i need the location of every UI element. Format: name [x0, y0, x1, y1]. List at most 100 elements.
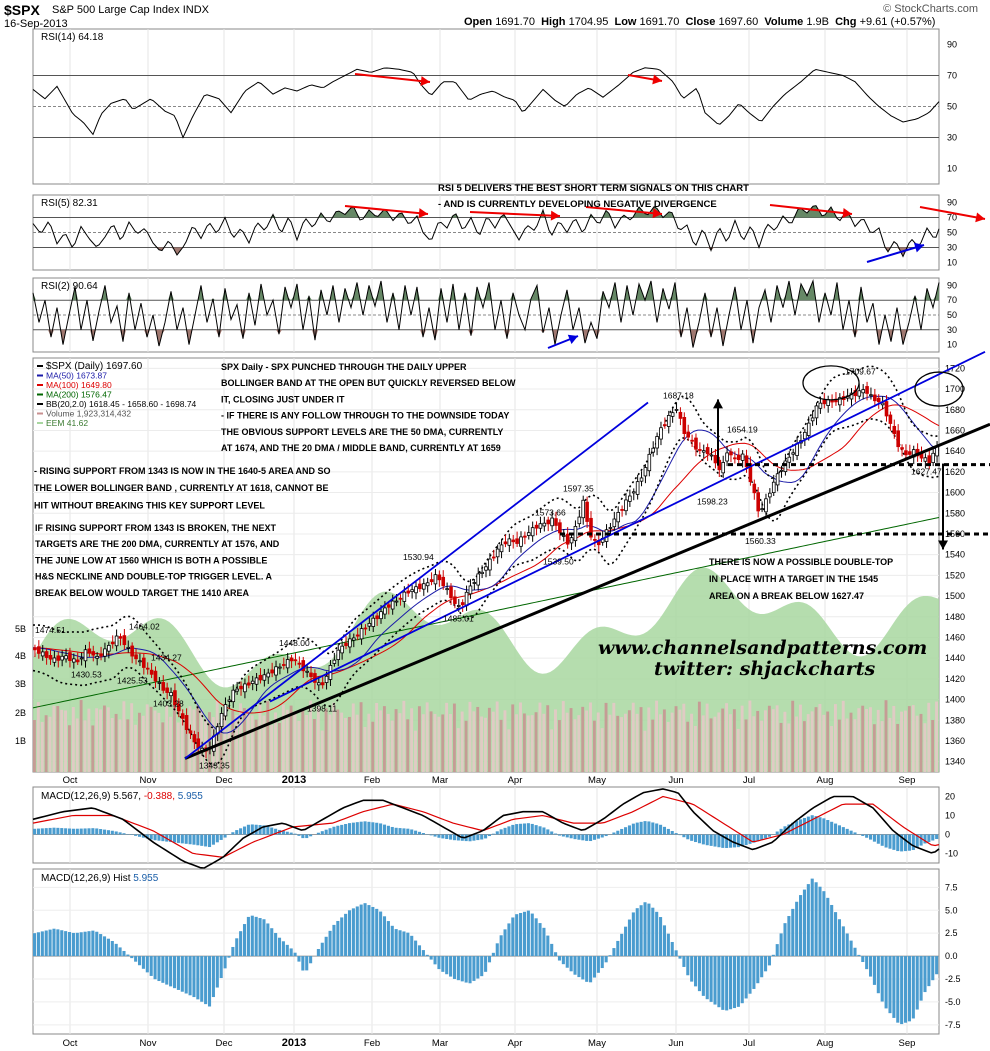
volume-bar	[495, 701, 499, 772]
candle-body	[764, 498, 768, 513]
hist-bar	[694, 956, 698, 987]
volume-bar	[787, 723, 791, 772]
macd-hist-bar	[246, 824, 250, 835]
candle-body	[359, 628, 364, 640]
macd-hist-bar	[635, 822, 639, 835]
candle-body	[177, 703, 181, 712]
rsi5-overbought-fill	[33, 205, 939, 218]
hist-bar	[161, 956, 165, 983]
macd-hist-bar	[91, 828, 95, 835]
macd-hist-bar	[87, 828, 91, 835]
volume-bar	[71, 707, 75, 772]
volume-bar	[686, 721, 690, 772]
low-value: 1691.70	[639, 16, 680, 28]
hist-bar	[223, 956, 227, 969]
annotation-text: H&S NECKLINE AND DOUBLE-TOP TRIGGER LEVE…	[35, 572, 273, 582]
hist-bar	[188, 956, 192, 996]
double-top-ellipse	[802, 365, 860, 401]
volume-bar	[157, 712, 161, 772]
macd-hist-bar	[429, 834, 433, 836]
candle-body	[285, 659, 290, 669]
open-label: Open	[464, 16, 493, 28]
hist-bar	[390, 925, 394, 957]
candle-body	[849, 392, 854, 400]
rsi5-divergence-arrow	[344, 205, 429, 215]
macd-hist-bar	[526, 823, 530, 835]
volume-bar	[227, 727, 231, 772]
volume-bar	[631, 702, 635, 772]
macd-hist-bar	[196, 834, 200, 846]
macd-hist-bar	[697, 834, 702, 844]
macd-hist-bar	[499, 829, 503, 835]
macd-hist-bar	[414, 830, 418, 835]
candle-body	[363, 627, 368, 630]
hist-bar	[522, 911, 527, 957]
volume-bar	[262, 715, 266, 772]
candle-body	[173, 690, 177, 706]
volume-bar	[608, 714, 612, 772]
month-label: Aug	[817, 1038, 834, 1049]
hist-bar	[581, 956, 585, 980]
macd-hist-bar	[841, 827, 845, 835]
macd-hist-bar	[740, 834, 744, 847]
macd-hist-bar	[40, 828, 44, 835]
hist-bar	[557, 956, 562, 961]
hist-bar	[865, 956, 869, 970]
macd-hist-bar	[172, 834, 177, 843]
candle-body	[861, 389, 865, 394]
volume-bar	[557, 720, 561, 772]
macd-hist-bar	[347, 823, 352, 835]
macd-hist-bar	[250, 824, 254, 835]
hist-bar	[332, 924, 336, 957]
rsi5-tick-label: 10	[947, 258, 957, 268]
annotation-text: THE JUNE LOW AT 1560 WHICH IS BOTH A POS…	[35, 555, 267, 565]
candle-body	[476, 573, 481, 586]
ma50-line	[32, 395, 940, 734]
hist-bar	[102, 936, 107, 957]
macd-hist-bar	[612, 832, 616, 835]
macd-hist-bar	[309, 834, 313, 837]
annotation-text: THE OBVIOUS SUPPORT LEVELS ARE THE 50 DM…	[221, 427, 503, 437]
candle-body	[589, 517, 593, 538]
macd-hist-bar	[67, 828, 72, 835]
hist-bar	[106, 938, 110, 957]
candle-body	[682, 417, 687, 434]
price-point-label: 1573.66	[535, 507, 566, 517]
volume-bar	[802, 721, 806, 772]
macd-hist-bar	[83, 828, 87, 835]
annotation-text: BREAK BELOW WOULD TARGET THE 1410 AREA	[35, 588, 250, 598]
volume-bar	[386, 713, 390, 772]
candle-body	[713, 455, 718, 464]
price-tick-label: 1400	[945, 695, 965, 705]
macd-hist-bar	[398, 828, 402, 835]
hist-bar	[705, 956, 709, 1000]
hist-bar	[386, 921, 390, 957]
hist-bar	[410, 935, 414, 957]
price-tick-label: 1620	[945, 467, 965, 477]
candle-body	[729, 451, 733, 456]
candle-body	[134, 654, 138, 660]
macd-hist-bar	[799, 819, 803, 835]
macd-hist-bar	[530, 823, 534, 835]
volume-bar	[834, 704, 837, 772]
candle-body	[110, 641, 115, 645]
month-label: Dec	[216, 775, 233, 786]
candle-body	[278, 666, 282, 669]
stockcharts-brand: © StockCharts.com	[883, 3, 978, 15]
macd-hist-bar	[717, 834, 721, 848]
hist-bar	[122, 950, 126, 957]
hist-bar	[347, 910, 352, 957]
hist-bar	[701, 956, 705, 996]
volume-bar	[281, 704, 285, 772]
candle-body	[91, 651, 96, 656]
candle-body	[515, 538, 519, 544]
volume-bar	[904, 710, 907, 772]
price-point-label: 1597.35	[563, 484, 594, 494]
price-point-label: 1530.94	[403, 552, 434, 562]
candle-body	[145, 667, 150, 670]
macd-hist-bar	[153, 834, 157, 841]
volume-bar	[285, 709, 289, 772]
open-value: 1691.70	[495, 16, 535, 28]
hist-bar	[153, 956, 157, 980]
volume-bar	[223, 704, 227, 772]
